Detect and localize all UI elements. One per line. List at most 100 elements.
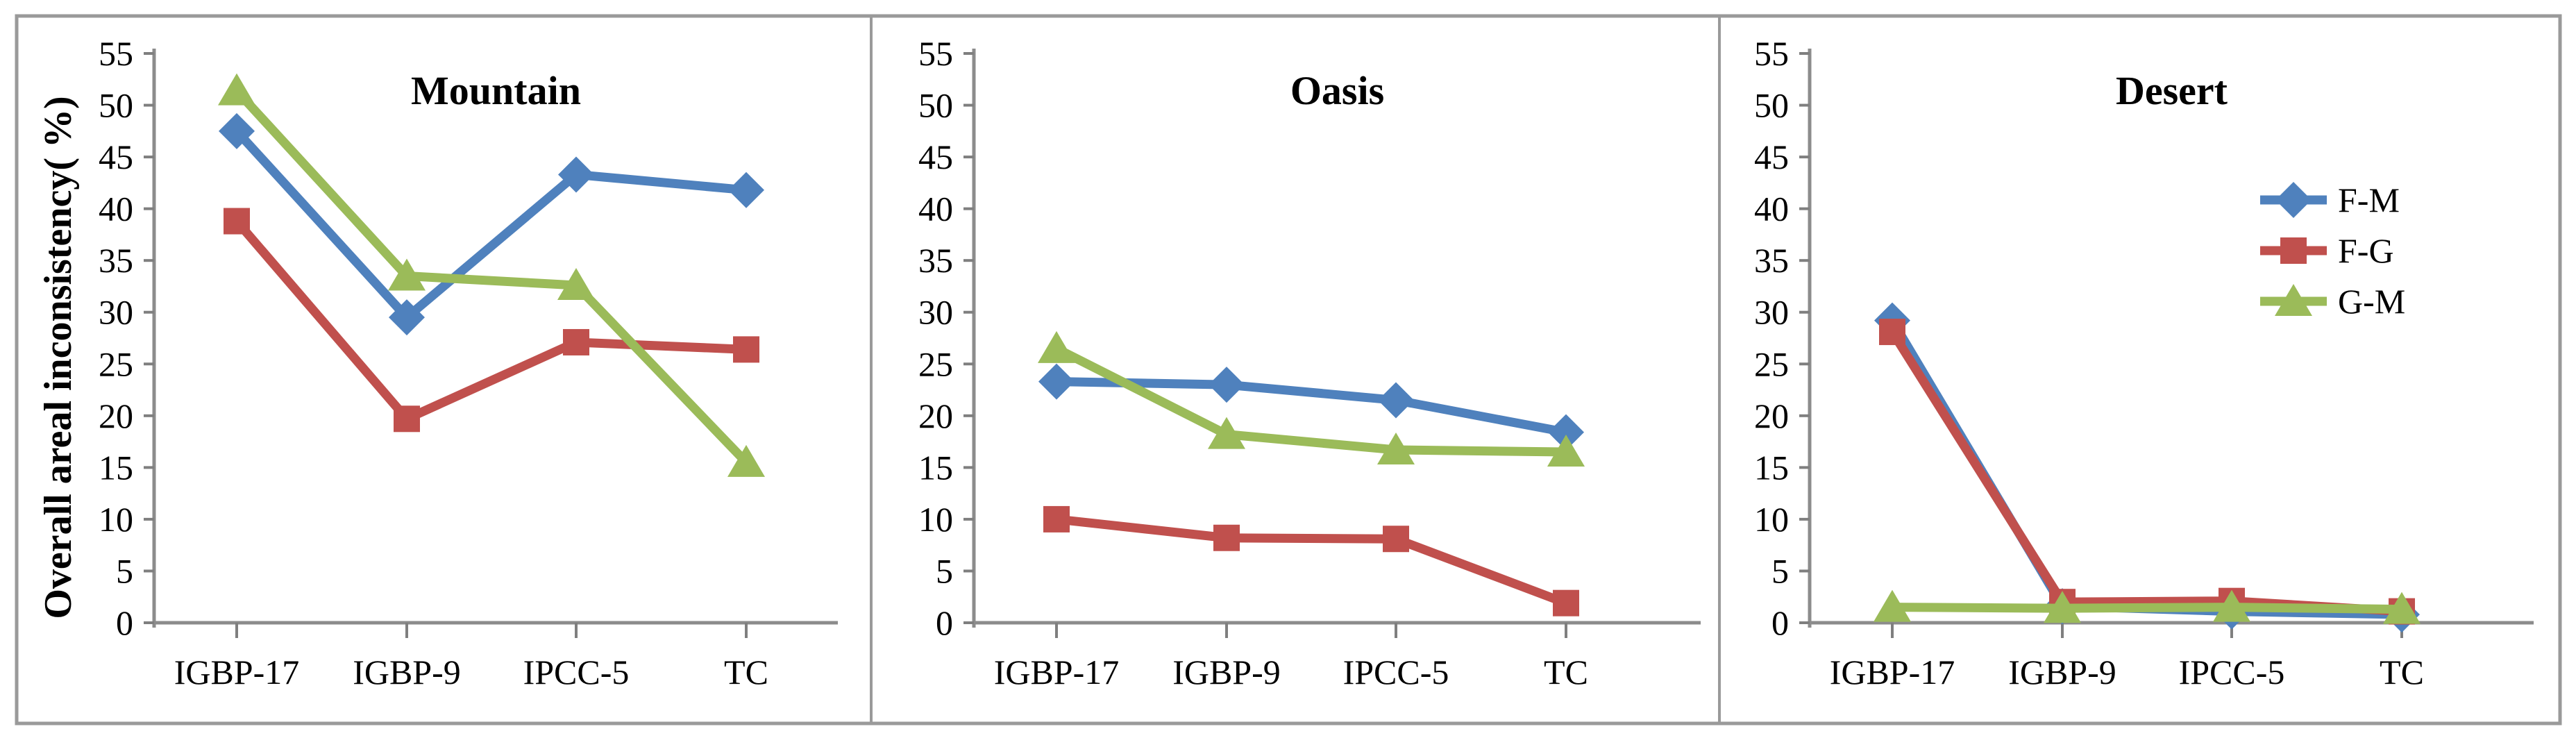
y-tick-label: 45 xyxy=(1754,137,1789,176)
marker-F-G xyxy=(563,328,589,355)
y-tick-label: 10 xyxy=(99,500,133,539)
y-tick-label: 5 xyxy=(936,551,953,590)
marker-F-M xyxy=(1548,414,1584,451)
diamond-icon xyxy=(2275,182,2312,218)
y-tick-label: 15 xyxy=(1754,448,1789,487)
x-tick-label: IGBP-9 xyxy=(2008,653,2116,691)
marker-F-G xyxy=(1383,526,1409,553)
y-tick-label: 10 xyxy=(918,500,953,539)
legend-item-F-G: F-G xyxy=(2260,231,2394,270)
series-line-F-G xyxy=(232,217,751,423)
y-tick-label: 40 xyxy=(99,190,133,228)
series-line-F-G xyxy=(1052,514,1571,608)
marker-F-G xyxy=(1213,524,1240,551)
marker-G-M xyxy=(1547,435,1585,467)
x-tick-label: IGBP-17 xyxy=(1830,653,1955,691)
marker-G-M xyxy=(1208,417,1245,449)
y-tick-label: 5 xyxy=(1771,551,1789,590)
y-tick-label: 0 xyxy=(936,603,953,642)
y-tick-label: 0 xyxy=(1771,603,1789,642)
marker-G-M xyxy=(2383,592,2421,624)
y-tick-label: 20 xyxy=(99,396,133,435)
y-tick-label: 35 xyxy=(1754,241,1789,280)
y-tick-label: 55 xyxy=(99,34,133,73)
marker-F-M xyxy=(728,171,764,208)
y-tick-label: 35 xyxy=(918,241,953,280)
legend-label: F-M xyxy=(2338,181,2400,219)
y-tick-label: 55 xyxy=(918,34,953,73)
legend: F-M F-G G-M xyxy=(2260,181,2405,321)
marker-F-M xyxy=(1209,367,1245,403)
y-tick-label: 15 xyxy=(99,448,133,487)
marker-F-G xyxy=(394,405,420,433)
square-icon xyxy=(2280,237,2307,264)
panel-mountain: 0 5 10 15 20 25 30 35 40 45 50 55 IGBP-17 IGBP-9 IPCC-… xyxy=(37,34,838,691)
legend-label: F-G xyxy=(2338,231,2394,270)
series-line-G-M xyxy=(1052,344,1571,457)
marker-F-M xyxy=(558,156,594,193)
marker-G-M xyxy=(1038,330,1075,363)
y-tick-label: 45 xyxy=(918,137,953,176)
panel-title: Mountain xyxy=(411,68,581,113)
y-tick-label: 25 xyxy=(918,344,953,383)
marker-F-M xyxy=(1038,363,1075,400)
y-tick-label: 50 xyxy=(918,86,953,125)
y-tick-label: 20 xyxy=(1754,396,1789,435)
y-tick-label: 45 xyxy=(99,137,133,176)
marker-F-G xyxy=(1879,319,1905,346)
x-tick-label: IGBP-9 xyxy=(353,653,461,691)
x-tick-label: IGBP-17 xyxy=(174,653,300,691)
marker-G-M xyxy=(557,267,595,300)
panel-desert: 0 5 10 15 20 25 30 35 40 45 50 55 IGBP-17 IGBP-9 IPCC-… xyxy=(1754,34,2534,691)
y-tick-label: 30 xyxy=(1754,293,1789,332)
x-tick-label: IPCC-5 xyxy=(2179,653,2285,691)
marker-G-M xyxy=(727,444,765,477)
marker-G-M xyxy=(218,73,255,106)
y-tick-label: 25 xyxy=(99,344,133,383)
marker-F-G xyxy=(1043,505,1070,532)
x-tick-label: IGBP-17 xyxy=(994,653,1120,691)
y-tick-label: 10 xyxy=(1754,500,1789,539)
y-tick-label: 15 xyxy=(918,448,953,487)
y-tick-label: 55 xyxy=(1754,34,1789,73)
marker-F-M xyxy=(219,112,255,149)
y-tick-label: 40 xyxy=(1754,190,1789,228)
marker-F-M xyxy=(1378,382,1414,419)
series-line-G-M xyxy=(1887,603,2407,614)
figure-border xyxy=(15,14,2562,726)
y-tick-label: 40 xyxy=(918,190,953,228)
y-tick-label: 25 xyxy=(1754,344,1789,383)
x-tick-label: IPCC-5 xyxy=(1343,653,1449,691)
marker-G-M xyxy=(1377,433,1415,465)
legend-item-G-M: G-M xyxy=(2260,282,2405,321)
series-line-G-M xyxy=(232,86,751,467)
y-axis-title: Overall areal inconsistency( %) xyxy=(37,96,80,619)
panel-title: Oasis xyxy=(1290,68,1384,113)
y-tick-label: 30 xyxy=(918,293,953,332)
triangle-icon xyxy=(2275,284,2312,316)
marker-G-M xyxy=(1874,589,1911,622)
y-tick-label: 30 xyxy=(99,293,133,332)
y-tick-label: 50 xyxy=(1754,86,1789,125)
marker-F-M xyxy=(389,299,425,336)
legend-label: G-M xyxy=(2338,282,2405,321)
y-tick-label: 20 xyxy=(918,396,953,435)
marker-G-M xyxy=(2044,591,2081,623)
series-line-F-M xyxy=(232,126,751,322)
x-tick-label: TC xyxy=(2380,653,2424,691)
y-tick-label: 0 xyxy=(116,603,133,642)
marker-G-M xyxy=(388,258,426,291)
marker-F-G xyxy=(224,208,250,235)
series-line-F-M xyxy=(1052,377,1571,437)
marker-F-G xyxy=(733,336,759,363)
x-tick-label: IPCC-5 xyxy=(523,653,630,691)
x-tick-label: IGBP-9 xyxy=(1172,653,1281,691)
y-tick-label: 5 xyxy=(116,551,133,590)
x-tick-label: TC xyxy=(1544,653,1588,691)
y-tick-label: 35 xyxy=(99,241,133,280)
marker-F-G xyxy=(1553,589,1579,617)
panel-oasis: 0 5 10 15 20 25 30 35 40 45 50 55 IGBP-17 IGBP-9 IPCC-… xyxy=(918,34,1701,691)
panel-title: Desert xyxy=(2116,68,2228,113)
